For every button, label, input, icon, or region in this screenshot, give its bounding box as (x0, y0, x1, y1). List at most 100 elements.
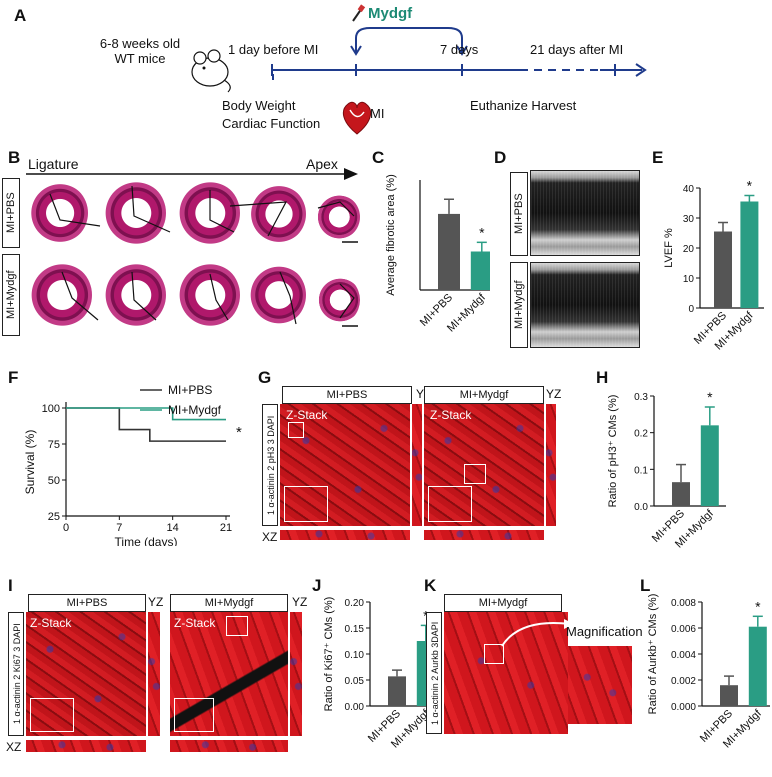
i-box-mydgf (226, 616, 248, 636)
infarct-lines-overlay (49, 185, 358, 327)
g-yz-strip-pbs (412, 404, 422, 526)
g-inset-pbs (284, 486, 328, 522)
bar-pbs (720, 685, 738, 706)
significance-star: * (707, 389, 713, 405)
measure-line2: Cardiac Function (222, 116, 321, 131)
k-stain-legend: 1 α-actinin 2 Aurkb 3DAPI (426, 612, 442, 734)
i-yz-strip-mydgf (290, 612, 302, 736)
row-label-mydgf: MI+Mydgf (2, 254, 20, 336)
bar-mydgf (748, 626, 767, 706)
mi-label: MI (370, 106, 385, 121)
syringe-icon (352, 4, 366, 22)
echo-image-mydgf (530, 262, 640, 348)
g-yz-mydgf: YZ (546, 387, 562, 401)
y-axis-label: LVEF % (663, 228, 675, 268)
bar-mydgf (700, 425, 719, 506)
y-tick-label: 10 (683, 274, 695, 285)
chart-survival: 25 50 75 100 0 7 14 21 * Time (days) Survival (%) M… (23, 383, 242, 546)
y-tick-label: 0 (688, 304, 694, 315)
legend-label-pbs: MI+PBS (168, 383, 212, 397)
y-tick-label: 0.008 (671, 598, 696, 609)
ligature-apex-arrow (26, 168, 358, 180)
g-stain-legend: 1 α-actinin 2 pH3 3 DAPI (262, 404, 278, 526)
i-image-pbs: Z-Stack (26, 612, 146, 736)
panel-letter-c: C (372, 148, 385, 167)
timepoint-3: 21 days after MI (530, 42, 624, 57)
significance-star: * (236, 424, 242, 441)
i-xz-strip-mydgf (170, 740, 288, 752)
k-magnification-arrow (501, 619, 574, 647)
mice-description: 6-8 weeks old WT mice (90, 36, 190, 66)
y-tick-label: 0.000 (671, 702, 696, 713)
timepoint-2: 7 days (440, 42, 479, 57)
i-zstack-mydgf: Z-Stack (174, 616, 216, 630)
g-box-mydgf (464, 464, 486, 484)
y-axis-label: Average fibrotic area (%) (385, 174, 397, 295)
apex-label: Apex (306, 156, 338, 172)
chart-aurkb: 0.0000.0020.0040.0060.008MI+PBS*MI+Mydgf… (647, 594, 770, 750)
bar-pbs (672, 482, 690, 506)
panel-letter-e: E (652, 148, 664, 167)
y-tick-label: 0.2 (634, 429, 648, 440)
panel-letter-j: J (312, 576, 322, 595)
y-tick-label: 0.20 (345, 598, 365, 609)
significance-star: * (479, 224, 485, 240)
mice-line2: WT mice (114, 51, 166, 66)
mouse-icon (191, 49, 231, 93)
echo-label-pbs: MI+PBS (510, 172, 528, 256)
y-tick-label: 0.002 (671, 676, 696, 687)
bar-mydgf (740, 201, 759, 308)
g-image-pbs: Z-Stack (280, 404, 410, 526)
panel-letter-i: I (8, 576, 13, 595)
y-tick-label: 0.004 (671, 650, 696, 661)
k-box (484, 644, 504, 664)
significance-star: * (755, 598, 761, 614)
heart-section-pbs-2 (100, 180, 166, 246)
heart-section-pbs-3 (174, 180, 240, 246)
y-tick-label: 0.1 (634, 465, 648, 476)
g-xz-label: XZ (262, 530, 278, 544)
bar-mydgf (470, 251, 490, 290)
echo-image-pbs (530, 170, 640, 256)
i-xz-label: XZ (6, 740, 22, 754)
significance-star: * (747, 178, 753, 194)
heart-icon (342, 101, 372, 135)
i-inset-pbs (30, 698, 74, 732)
y-axis-label: Survival (%) (23, 430, 37, 495)
echo-label-mydgf: MI+Mydgf (510, 262, 528, 348)
y-tick-label: 50 (48, 475, 60, 487)
survival-line-mydgf (66, 407, 226, 421)
i-zstack-pbs: Z-Stack (30, 616, 72, 630)
g-xz-strip-pbs (280, 530, 410, 540)
i-yz-mydgf: YZ (292, 595, 308, 609)
row-label-pbs: MI+PBS (2, 178, 20, 248)
k-magnification-label: Magnification (566, 624, 643, 639)
panel-letter-a: A (14, 6, 27, 25)
panel-letter-g: G (258, 368, 272, 387)
i-yz-strip-pbs (148, 612, 160, 736)
legend-label-mydgf: MI+Mydgf (168, 403, 222, 417)
x-tick-label: 14 (167, 522, 179, 534)
measure-line1: Body Weight (222, 98, 296, 113)
k-image (444, 612, 568, 734)
i-yz-pbs: YZ (148, 595, 164, 609)
heart-section-mydgf-3 (174, 262, 240, 328)
y-tick-label: 0.0 (634, 502, 648, 513)
y-axis-label: Ratio of Ki67⁺ CMs (%) (323, 597, 335, 712)
bar-pbs (714, 231, 732, 308)
timepoint-1: 1 day before MI (228, 42, 319, 57)
g-inset-mydgf (428, 486, 472, 522)
y-tick-label: 0.006 (671, 624, 696, 635)
i-title-mydgf: MI+Mydgf (170, 594, 288, 612)
ligature-label: Ligature (28, 156, 79, 172)
x-tick-label: 0 (63, 522, 69, 534)
panel-letter-f: F (8, 368, 19, 387)
y-tick-label: 25 (48, 511, 60, 523)
drug-label: Mydgf (368, 5, 413, 22)
g-title-pbs: MI+PBS (282, 386, 412, 404)
timeline-diagram (271, 27, 647, 80)
g-yz-strip-mydgf (546, 404, 556, 526)
x-axis-label: Time (days) (115, 535, 178, 546)
